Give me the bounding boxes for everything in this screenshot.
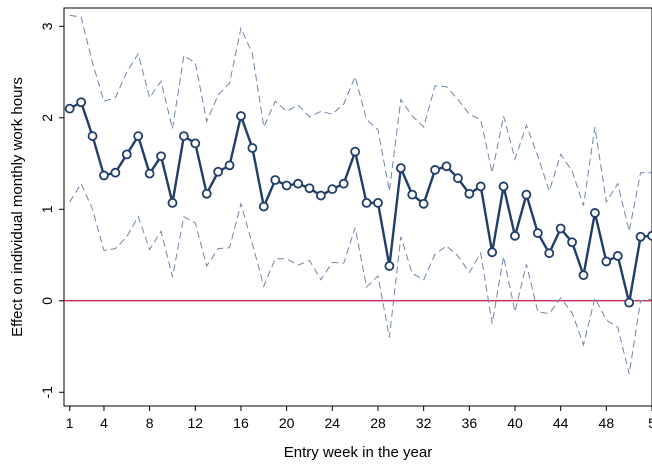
upper_ci-line xyxy=(69,14,652,232)
estimate-layer xyxy=(64,97,652,308)
estimate-point xyxy=(418,198,429,209)
estimate-line xyxy=(69,101,652,304)
estimate-point xyxy=(453,173,463,184)
y-tick-label: 3 xyxy=(39,22,55,30)
estimate-point xyxy=(247,143,258,153)
estimate-point xyxy=(464,188,475,199)
estimate-point xyxy=(327,184,338,195)
x-tick-label: 16 xyxy=(233,415,249,431)
estimate-point xyxy=(612,251,623,261)
x-tick-label: 32 xyxy=(416,415,432,431)
y-axis-title: Effect on individual monthly work hours xyxy=(9,77,26,337)
estimate-point xyxy=(99,170,109,181)
estimate-point xyxy=(201,188,212,199)
lower_ci-line xyxy=(69,182,652,375)
estimate-point xyxy=(601,256,612,267)
estimate-point xyxy=(178,131,189,141)
x-tick-label: 1 xyxy=(66,415,74,431)
estimate-point xyxy=(498,181,509,192)
confidence-interval-layer xyxy=(69,14,652,375)
estimate-point xyxy=(624,297,635,308)
y-tick-label: 2 xyxy=(39,114,55,122)
x-tick-label: 20 xyxy=(279,415,295,431)
estimate-point xyxy=(270,175,281,185)
y-tick-label: 1 xyxy=(39,205,55,213)
estimate-point xyxy=(304,183,315,194)
x-tick-label: 28 xyxy=(370,415,386,431)
estimate-point xyxy=(407,189,418,200)
x-tick-label: 36 xyxy=(462,415,478,431)
estimate-point xyxy=(647,230,652,241)
estimate-point xyxy=(510,230,520,241)
x-tick-label: 5 xyxy=(648,415,652,431)
estimate-point xyxy=(430,165,440,175)
estimate-point xyxy=(293,178,303,189)
x-tick-label: 8 xyxy=(146,415,154,431)
y-tick-label: -1 xyxy=(39,386,55,399)
estimate-point xyxy=(76,97,87,108)
y-axis: -1 0 1 2 3 xyxy=(39,22,64,399)
x-axis: 148121620242832364044485 xyxy=(66,406,652,431)
estimate-point xyxy=(258,201,269,212)
estimate-point xyxy=(395,163,406,174)
estimate-point xyxy=(544,248,555,259)
x-tick-label: 4 xyxy=(100,415,108,431)
estimate-point xyxy=(487,247,498,258)
estimate-point xyxy=(361,197,372,208)
estimate-point xyxy=(121,149,132,160)
estimate-point xyxy=(156,151,166,162)
estimate-point xyxy=(281,180,292,191)
x-axis-title: Entry week in the year xyxy=(284,444,432,461)
plot-frame xyxy=(63,7,652,407)
estimate-point xyxy=(567,237,577,248)
estimate-point xyxy=(87,131,98,141)
estimate-point xyxy=(578,270,589,281)
estimate-point xyxy=(441,161,452,172)
x-tick-label: 40 xyxy=(507,415,523,431)
estimate-point xyxy=(213,166,224,177)
estimate-point xyxy=(373,197,383,208)
estimate-point xyxy=(133,131,144,141)
estimate-point xyxy=(224,160,235,171)
estimate-point xyxy=(475,181,486,192)
estimate-point xyxy=(236,111,246,121)
x-tick-label: 12 xyxy=(188,415,204,431)
estimate-point xyxy=(64,103,75,114)
estimate-point xyxy=(590,208,600,218)
estimate-point xyxy=(167,197,178,208)
estimate-point xyxy=(190,138,201,149)
estimate-point xyxy=(144,168,155,179)
estimate-point xyxy=(521,189,532,200)
estimate-point xyxy=(555,223,566,234)
y-tick-label: 0 xyxy=(39,297,55,305)
estimate-point xyxy=(110,167,121,178)
estimate-point xyxy=(384,261,395,271)
x-tick-label: 24 xyxy=(325,415,341,431)
estimate-point xyxy=(315,190,326,201)
x-tick-label: 44 xyxy=(553,415,569,431)
estimate-point xyxy=(532,228,543,238)
estimate-point xyxy=(338,178,349,189)
estimate-point xyxy=(350,146,361,157)
estimate-point xyxy=(635,231,646,242)
x-tick-label: 48 xyxy=(599,415,615,431)
